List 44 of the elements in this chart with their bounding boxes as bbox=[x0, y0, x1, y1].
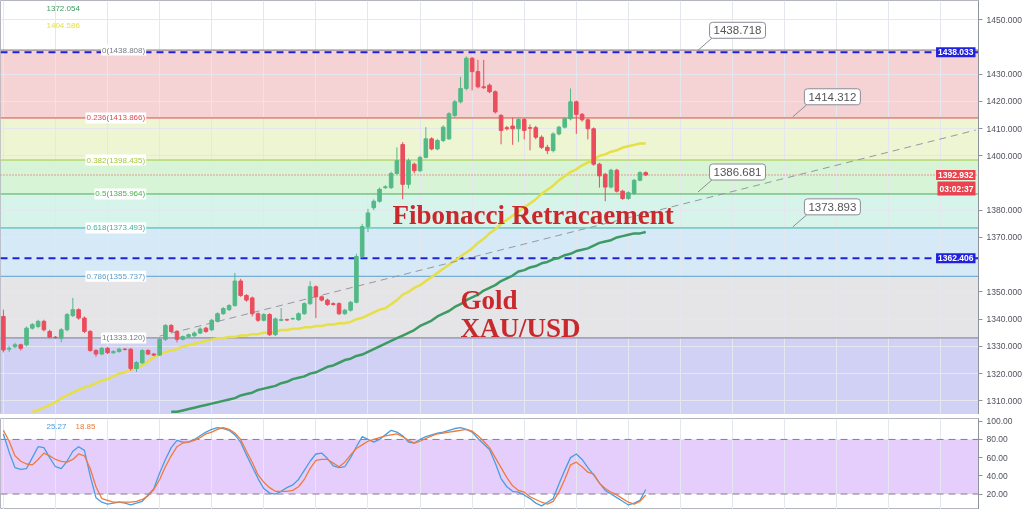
y-tick-label: 20.00 bbox=[986, 489, 1009, 500]
y-tick-label: 60.00 bbox=[986, 452, 1009, 463]
annotation: Gold bbox=[460, 284, 518, 315]
y-tick-label: 1420.000 bbox=[986, 96, 1023, 107]
candlestick bbox=[516, 117, 521, 143]
annotation: 1373.893 bbox=[808, 200, 857, 213]
y-tick-label: 1450.000 bbox=[986, 14, 1023, 25]
y-tick-label: 100.00 bbox=[986, 416, 1013, 427]
candlestick bbox=[267, 312, 272, 337]
ref-line-label: 1(1333.120) bbox=[102, 333, 146, 343]
y-tick-label: 1430.000 bbox=[986, 69, 1023, 80]
y-tick-label: 1380.000 bbox=[986, 205, 1023, 216]
ref-line-label: 0(1438.808) bbox=[102, 45, 146, 55]
text: 18.85 bbox=[75, 422, 97, 431]
candlestick bbox=[313, 284, 319, 319]
ref-line-label: 0.786(1355.737) bbox=[86, 271, 146, 281]
annotation: Fibonacci Retracaement bbox=[392, 199, 674, 230]
annotation: 1386.681 bbox=[713, 166, 762, 179]
y-tick-label: 1370.000 bbox=[986, 232, 1023, 243]
ref-line-label: 0.5(1385.964) bbox=[95, 189, 146, 199]
text: 1372.054 bbox=[46, 4, 81, 13]
y-tick-label: 80.00 bbox=[986, 434, 1009, 445]
y-tick-label: 1340.000 bbox=[986, 314, 1023, 325]
ref-line-label: 0.382(1398.435) bbox=[86, 155, 146, 165]
ref-line-label: 1362.406 bbox=[938, 253, 974, 264]
annotation: XAU/USD bbox=[460, 312, 581, 343]
annotation: 1438.718 bbox=[713, 24, 762, 37]
y-tick-label: 1410.000 bbox=[986, 123, 1023, 134]
ref-line-label: 0.236(1413.866) bbox=[86, 113, 146, 123]
text: 1404.586 bbox=[46, 21, 81, 30]
text: 25.27 bbox=[46, 422, 68, 431]
annotation: 03:02:37 bbox=[939, 183, 974, 194]
annotation: 1414.312 bbox=[808, 90, 857, 103]
ref-line-label: 0.618(1373.493) bbox=[86, 223, 146, 233]
y-tick-label: 1320.000 bbox=[986, 368, 1023, 379]
candlestick bbox=[406, 157, 411, 189]
line-series bbox=[169, 230, 647, 414]
y-tick-label: 40.00 bbox=[986, 470, 1009, 481]
y-tick-label: 1400.000 bbox=[986, 150, 1023, 161]
ref-line-label: 1438.033 bbox=[938, 47, 974, 58]
y-tick-label: 1350.000 bbox=[986, 286, 1023, 297]
y-tick-label: 1330.000 bbox=[986, 341, 1023, 352]
ref-line-label: 1392.932 bbox=[938, 170, 974, 180]
y-tick-label: 1310.000 bbox=[986, 395, 1023, 406]
